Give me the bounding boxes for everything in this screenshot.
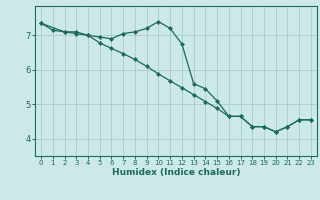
- X-axis label: Humidex (Indice chaleur): Humidex (Indice chaleur): [112, 168, 240, 177]
